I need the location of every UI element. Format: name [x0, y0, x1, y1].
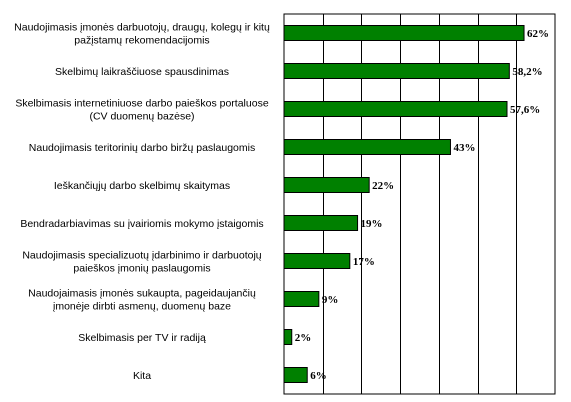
category-label-line: Naudojimasis įmonės darbuotojų, draugų, …	[14, 22, 270, 34]
bar	[283, 367, 308, 383]
category-label-line: Ieškančiųjų darbo skelbimų skaitymas	[54, 180, 230, 192]
category-label: Naudojaimasis įmonės sukaupta, pageidauj…	[28, 288, 256, 313]
category-label-line: Skelbimasis internetiniuose darbo paiešk…	[15, 98, 268, 110]
category-label-line: Naudojimasis teritorinių darbo biržų pas…	[29, 142, 255, 154]
category-label: Naudojimasis teritorinių darbo biržų pas…	[29, 142, 255, 154]
category-label-line: Naudojaimasis įmonės sukaupta, pageidauj…	[28, 288, 256, 300]
category-label: Skelbimasis per TV ir radiją	[78, 332, 206, 344]
bar	[283, 101, 508, 117]
category-label-line: Skelbimasis per TV ir radiją	[78, 332, 206, 344]
category-label: Ieškančiųjų darbo skelbimų skaitymas	[54, 180, 230, 192]
category-label-line: (CV duomenų bazėse)	[89, 111, 194, 123]
value-label: 2%	[295, 332, 312, 344]
category-label: Skelbimų laikraščiuose spausdinimas	[55, 66, 229, 78]
category-label-line: Kita	[133, 370, 151, 382]
value-label: 9%	[322, 294, 339, 306]
value-label: 58,2%	[512, 66, 542, 78]
category-label-line: įmonėje dirbti asmenų, duomenų baze	[53, 301, 231, 313]
value-label: 6%	[310, 370, 327, 382]
category-label-line: pažįstamų rekomendacijomis	[74, 35, 209, 47]
bar	[283, 63, 510, 79]
value-label: 43%	[453, 142, 475, 154]
category-label-line: Skelbimų laikraščiuose spausdinimas	[55, 66, 229, 78]
value-labels: 62% 58,2% 57,6% 43% 22% 19% 17% 9% 2% 6%	[295, 28, 549, 382]
category-label: Naudojimasis įmonės darbuotojų, draugų, …	[14, 22, 270, 47]
category-label: Skelbimasis internetiniuose darbo paiešk…	[15, 98, 268, 123]
category-label-line: Naudojimasis specializuotų įdarbinimo ir…	[22, 250, 261, 262]
value-label: 62%	[527, 28, 549, 40]
category-labels: Naudojimasis įmonės darbuotojų, draugų, …	[14, 22, 270, 383]
category-label-line: Bendradarbiavimas su įvairiomis mokymo į…	[20, 218, 263, 230]
value-label: 22%	[372, 180, 394, 192]
value-label: 19%	[361, 218, 383, 230]
bar	[283, 253, 351, 269]
bar	[283, 25, 525, 41]
category-label: Bendradarbiavimas su įvairiomis mokymo į…	[20, 218, 263, 230]
category-label-line: paieškos įmonių paslaugomis	[73, 263, 210, 275]
bars	[283, 25, 525, 383]
bar	[283, 329, 293, 345]
value-label: 57,6%	[510, 104, 540, 116]
bar	[283, 177, 370, 193]
category-label: Kita	[133, 370, 151, 382]
category-label: Naudojimasis specializuotų įdarbinimo ir…	[22, 250, 261, 275]
bar	[283, 139, 451, 155]
bar	[283, 291, 320, 307]
value-label: 17%	[353, 256, 375, 268]
bar	[283, 215, 359, 231]
